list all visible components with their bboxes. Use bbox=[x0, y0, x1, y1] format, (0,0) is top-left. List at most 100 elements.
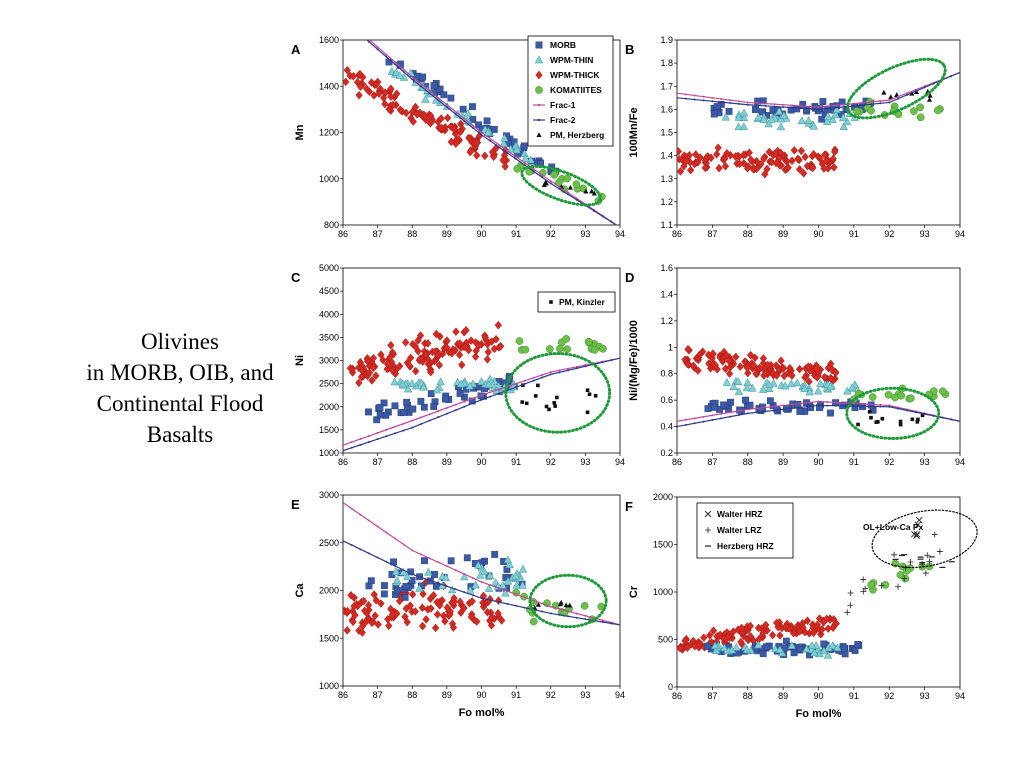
frac1-marker bbox=[445, 103, 448, 106]
wpm-thick-point bbox=[694, 366, 702, 375]
frac1-marker bbox=[489, 391, 492, 394]
frac2-marker bbox=[684, 97, 687, 100]
frac1-marker bbox=[515, 382, 518, 385]
wpm-thick-point bbox=[795, 364, 804, 374]
wpm-thick-point bbox=[759, 354, 768, 363]
frac1-marker bbox=[549, 371, 552, 374]
wpm-thin-point bbox=[839, 122, 848, 130]
morb-point bbox=[401, 593, 409, 601]
wpm-thin-point bbox=[800, 384, 809, 393]
wpm-thick-point bbox=[437, 123, 445, 133]
frac2-marker bbox=[888, 405, 891, 408]
frac1-marker bbox=[558, 369, 561, 372]
pm-point bbox=[880, 416, 885, 421]
komatiite-point bbox=[897, 391, 906, 400]
komatiite-point bbox=[933, 106, 942, 115]
wpm-thick-point bbox=[677, 147, 683, 156]
morb-point bbox=[746, 401, 754, 409]
frac2-marker bbox=[549, 612, 552, 615]
frac2-marker bbox=[584, 618, 587, 621]
komatiite-point bbox=[513, 164, 522, 173]
walter-hrz-point bbox=[913, 531, 921, 538]
frac1-marker bbox=[684, 93, 687, 96]
field-ellipse bbox=[845, 386, 941, 440]
frac1-marker bbox=[532, 599, 535, 602]
frac2-marker bbox=[923, 86, 926, 89]
pm-point bbox=[547, 407, 551, 412]
wpm-thin-point bbox=[832, 105, 841, 114]
wpm-thin-point bbox=[848, 383, 857, 391]
komatiite-point bbox=[545, 345, 554, 353]
wpm-thick-point bbox=[350, 601, 358, 611]
y-tick-label: 1400 bbox=[319, 81, 339, 91]
frac2-marker bbox=[852, 104, 855, 107]
frac1-marker bbox=[489, 584, 492, 587]
wpm-thin-point bbox=[518, 564, 528, 573]
frac2-marker bbox=[826, 107, 829, 110]
wpm-thin-point bbox=[471, 580, 480, 589]
legend-label: Walter HRZ bbox=[717, 509, 763, 519]
pm-point bbox=[524, 401, 529, 406]
pm-point bbox=[544, 404, 549, 409]
frac2-marker bbox=[950, 418, 953, 421]
wpm-thick-point bbox=[701, 163, 709, 173]
frac1-marker bbox=[835, 104, 838, 107]
walter-lrz-point bbox=[847, 590, 854, 597]
wpm-thick-point bbox=[420, 111, 428, 121]
wpm-thick-point bbox=[385, 104, 393, 114]
legend-line-dot bbox=[537, 118, 541, 122]
frac2-marker bbox=[558, 371, 561, 374]
frac2-marker bbox=[677, 425, 678, 428]
frac2-marker bbox=[601, 215, 604, 218]
frac1-marker bbox=[541, 173, 544, 176]
wpm-thick-point bbox=[471, 352, 480, 361]
y-tick-label: 1.4 bbox=[660, 289, 673, 299]
frac1-marker bbox=[393, 60, 396, 63]
frac1-marker bbox=[861, 402, 864, 405]
wpm-thick-point bbox=[343, 77, 350, 87]
walter-lrz-point bbox=[895, 583, 902, 590]
wpm-thick-point bbox=[343, 65, 351, 75]
wpm-thick-point bbox=[381, 99, 389, 109]
komatiite-point bbox=[867, 581, 876, 589]
frac2-marker bbox=[677, 96, 678, 99]
wpm-thick-point bbox=[458, 360, 466, 370]
wpm-thin-point bbox=[484, 380, 494, 388]
wpm-thin-point bbox=[710, 641, 720, 650]
frac2-marker bbox=[402, 429, 405, 432]
frac1-marker bbox=[342, 16, 344, 18]
morb-point bbox=[793, 105, 801, 113]
morb-point bbox=[727, 398, 734, 406]
wpm-thick-point bbox=[357, 372, 366, 382]
y-tick-label: 0.4 bbox=[660, 422, 673, 432]
wpm-thick-point bbox=[829, 154, 837, 164]
frac1-marker bbox=[376, 45, 379, 48]
y-tick-label: 0.8 bbox=[660, 369, 673, 379]
legend-label: Walter LRZ bbox=[717, 525, 762, 535]
wpm-thick-point bbox=[377, 599, 385, 608]
morb-point bbox=[391, 402, 399, 410]
pm-point bbox=[910, 417, 915, 422]
x-tick-label: 91 bbox=[511, 690, 521, 700]
morb-point bbox=[827, 409, 834, 417]
walter-hrz-point bbox=[915, 516, 923, 524]
wpm-thick-point bbox=[684, 360, 692, 369]
wpm-thick-point bbox=[429, 590, 438, 600]
wpm-thick-point bbox=[732, 352, 740, 362]
frac2-marker bbox=[808, 107, 811, 110]
morb-point bbox=[704, 405, 712, 413]
frac2-marker bbox=[454, 409, 457, 412]
x-tick-label: 89 bbox=[442, 457, 452, 467]
frac2-marker bbox=[835, 404, 838, 407]
frac1-marker bbox=[402, 422, 405, 425]
frac2-marker bbox=[523, 606, 526, 609]
wpm-thin-point bbox=[483, 128, 493, 136]
wpm-thick-point bbox=[689, 361, 698, 371]
x-tick-label: 89 bbox=[442, 690, 452, 700]
wpm-thick-point bbox=[396, 361, 404, 371]
y-tick-label: 1.5 bbox=[660, 128, 673, 138]
frac1-marker bbox=[367, 519, 370, 522]
wpm-thick-point bbox=[692, 150, 700, 159]
frac2-marker bbox=[515, 604, 518, 607]
frac1-marker bbox=[359, 513, 362, 516]
